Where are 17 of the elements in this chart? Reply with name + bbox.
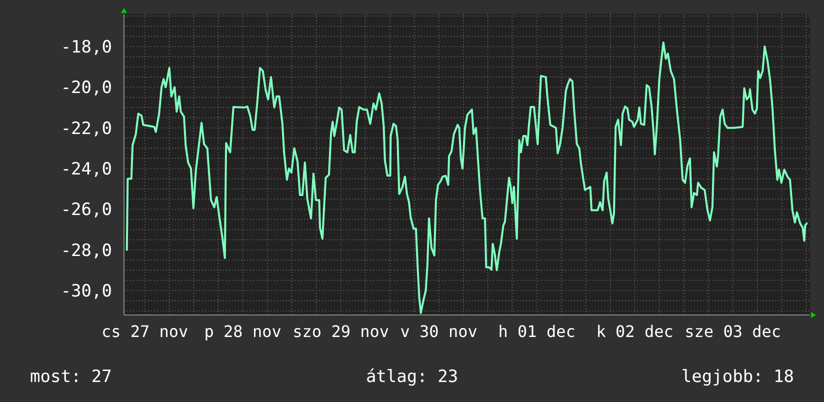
x-tick-label: k 02 dec (596, 322, 674, 341)
y-tick-label: -28,0 (60, 240, 112, 261)
text: átlag: 23 (366, 367, 458, 387)
text: most: 27 (30, 367, 112, 387)
y-tick-label: -20,0 (60, 78, 112, 98)
y-tick-label: -30,0 (60, 282, 112, 302)
text: legjobb: 18 (681, 367, 794, 387)
x-tick-label: h 01 dec (498, 322, 576, 341)
x-tick-label: sze 03 dec (684, 322, 781, 341)
x-tick-label: v 30 nov (400, 322, 478, 341)
y-tick-label: -18,0 (60, 38, 112, 58)
y-tick-label: -22,0 (60, 118, 112, 139)
y-tick-label: -26,0 (60, 200, 112, 220)
x-tick-label: cs 27 nov (101, 322, 188, 341)
y-tick-label: -24,0 (60, 160, 112, 180)
x-tick-label: p 28 nov (204, 322, 282, 341)
x-tick-label: szo 29 nov (292, 322, 389, 341)
